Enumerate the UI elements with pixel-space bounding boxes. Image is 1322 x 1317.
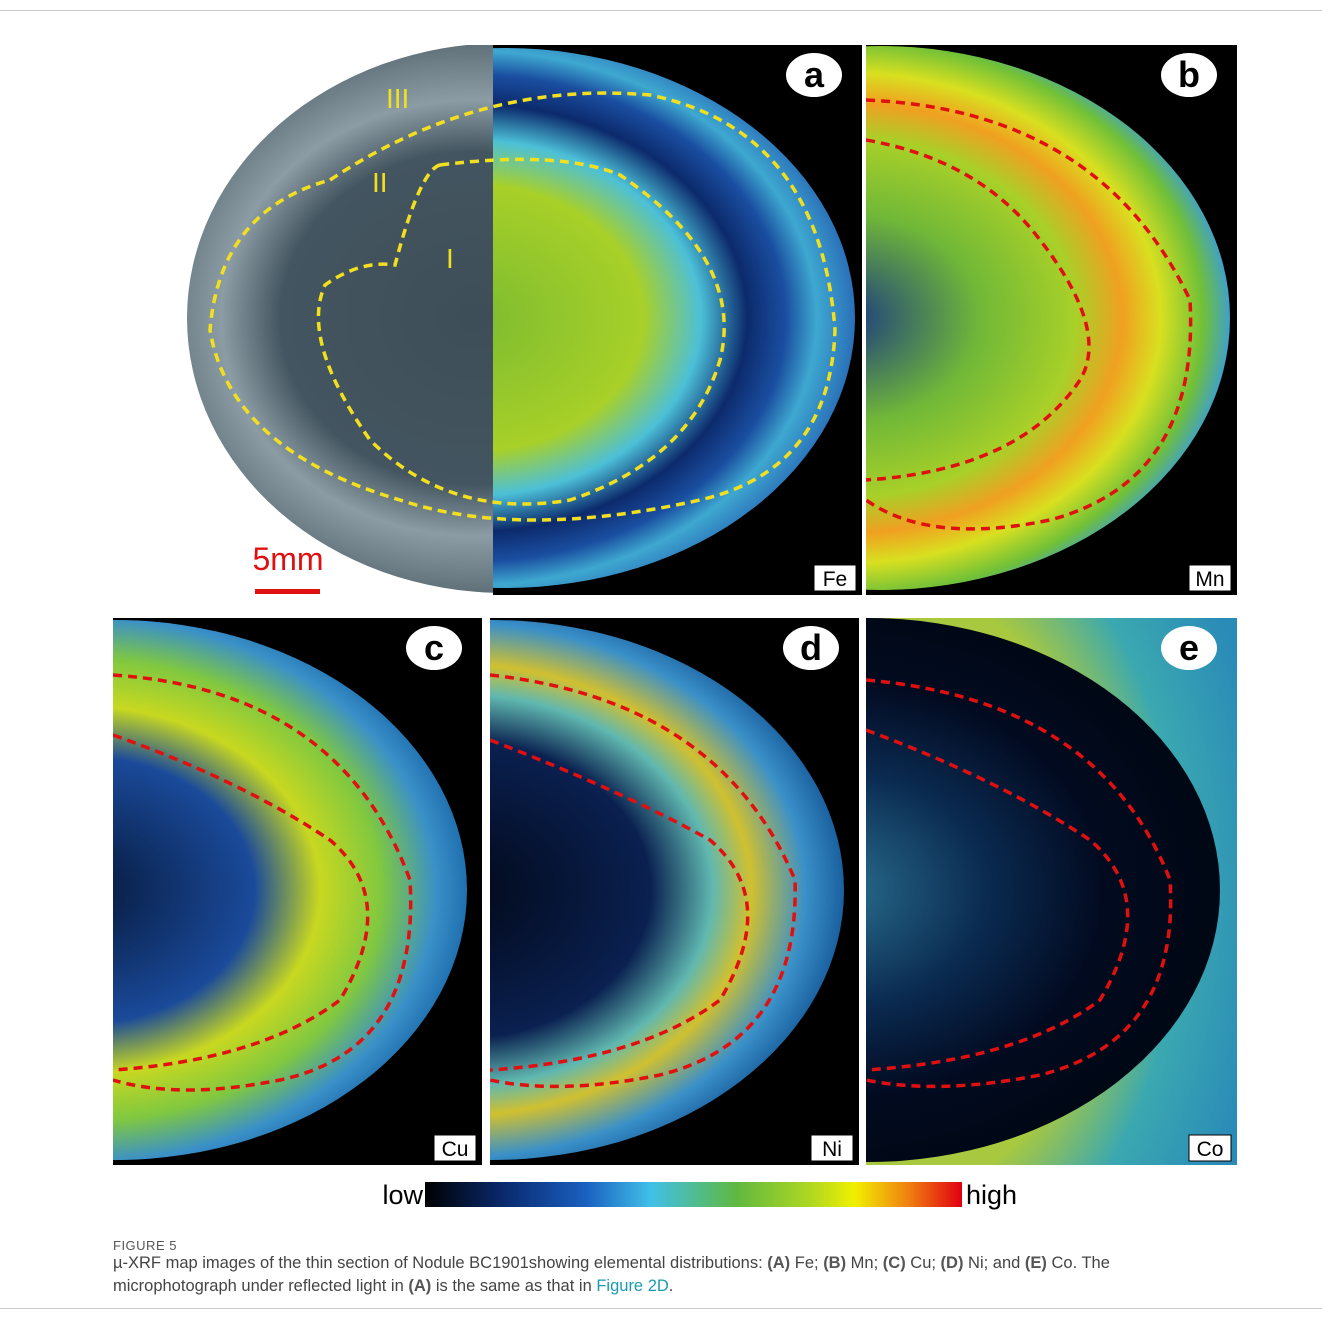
zone-label: II: [372, 167, 388, 198]
page: III II I 5mm a Fe b Mn c Cu d Ni e Co low high FI…: [0, 0, 1322, 1317]
caption-text: (A): [408, 1277, 431, 1295]
element-label: Co: [1197, 1138, 1224, 1161]
caption-text: Fe;: [790, 1254, 823, 1272]
panel-c: [0, 618, 482, 1165]
panel-letter: c: [424, 627, 444, 668]
caption-text: (A): [767, 1254, 790, 1272]
caption-text: is the same as that in: [431, 1277, 596, 1295]
figure-link[interactable]: Figure 2D: [596, 1277, 668, 1295]
zone-label: III: [386, 83, 409, 114]
scale-bar-label: 5mm: [252, 541, 323, 577]
caption-text: Cu;: [906, 1254, 941, 1272]
color-bar-high: high: [966, 1180, 1017, 1210]
element-label: Mn: [1195, 568, 1224, 591]
panel-letter: e: [1179, 627, 1199, 668]
caption-text: .: [669, 1277, 674, 1295]
caption-text: µ-XRF map images of the thin section of …: [113, 1254, 767, 1272]
panel-letter: d: [800, 627, 822, 668]
caption-text: (D): [941, 1254, 964, 1272]
element-label: Cu: [442, 1138, 469, 1161]
element-label: Ni: [822, 1138, 842, 1161]
figure-caption: µ-XRF map images of the thin section of …: [113, 1252, 1203, 1298]
panel-letter: a: [804, 54, 825, 95]
element-label: Fe: [823, 568, 848, 591]
figure: III II I 5mm a Fe b Mn c Cu d Ni e Co low high: [0, 0, 1322, 1230]
zone-label: I: [446, 243, 454, 274]
caption-text: Ni; and: [963, 1254, 1024, 1272]
scale-bar: [255, 589, 320, 594]
caption-text: (E): [1025, 1254, 1047, 1272]
color-bar: [425, 1182, 962, 1207]
panel-letter: b: [1178, 54, 1200, 95]
bottom-rule: [0, 1308, 1322, 1309]
caption-text: (C): [883, 1254, 906, 1272]
figure-label: FIGURE 5: [113, 1238, 177, 1253]
caption-text: (B): [823, 1254, 846, 1272]
caption-text: Mn;: [846, 1254, 883, 1272]
color-bar-low: low: [382, 1180, 423, 1210]
